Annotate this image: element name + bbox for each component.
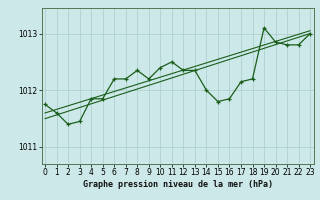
- X-axis label: Graphe pression niveau de la mer (hPa): Graphe pression niveau de la mer (hPa): [83, 180, 273, 189]
